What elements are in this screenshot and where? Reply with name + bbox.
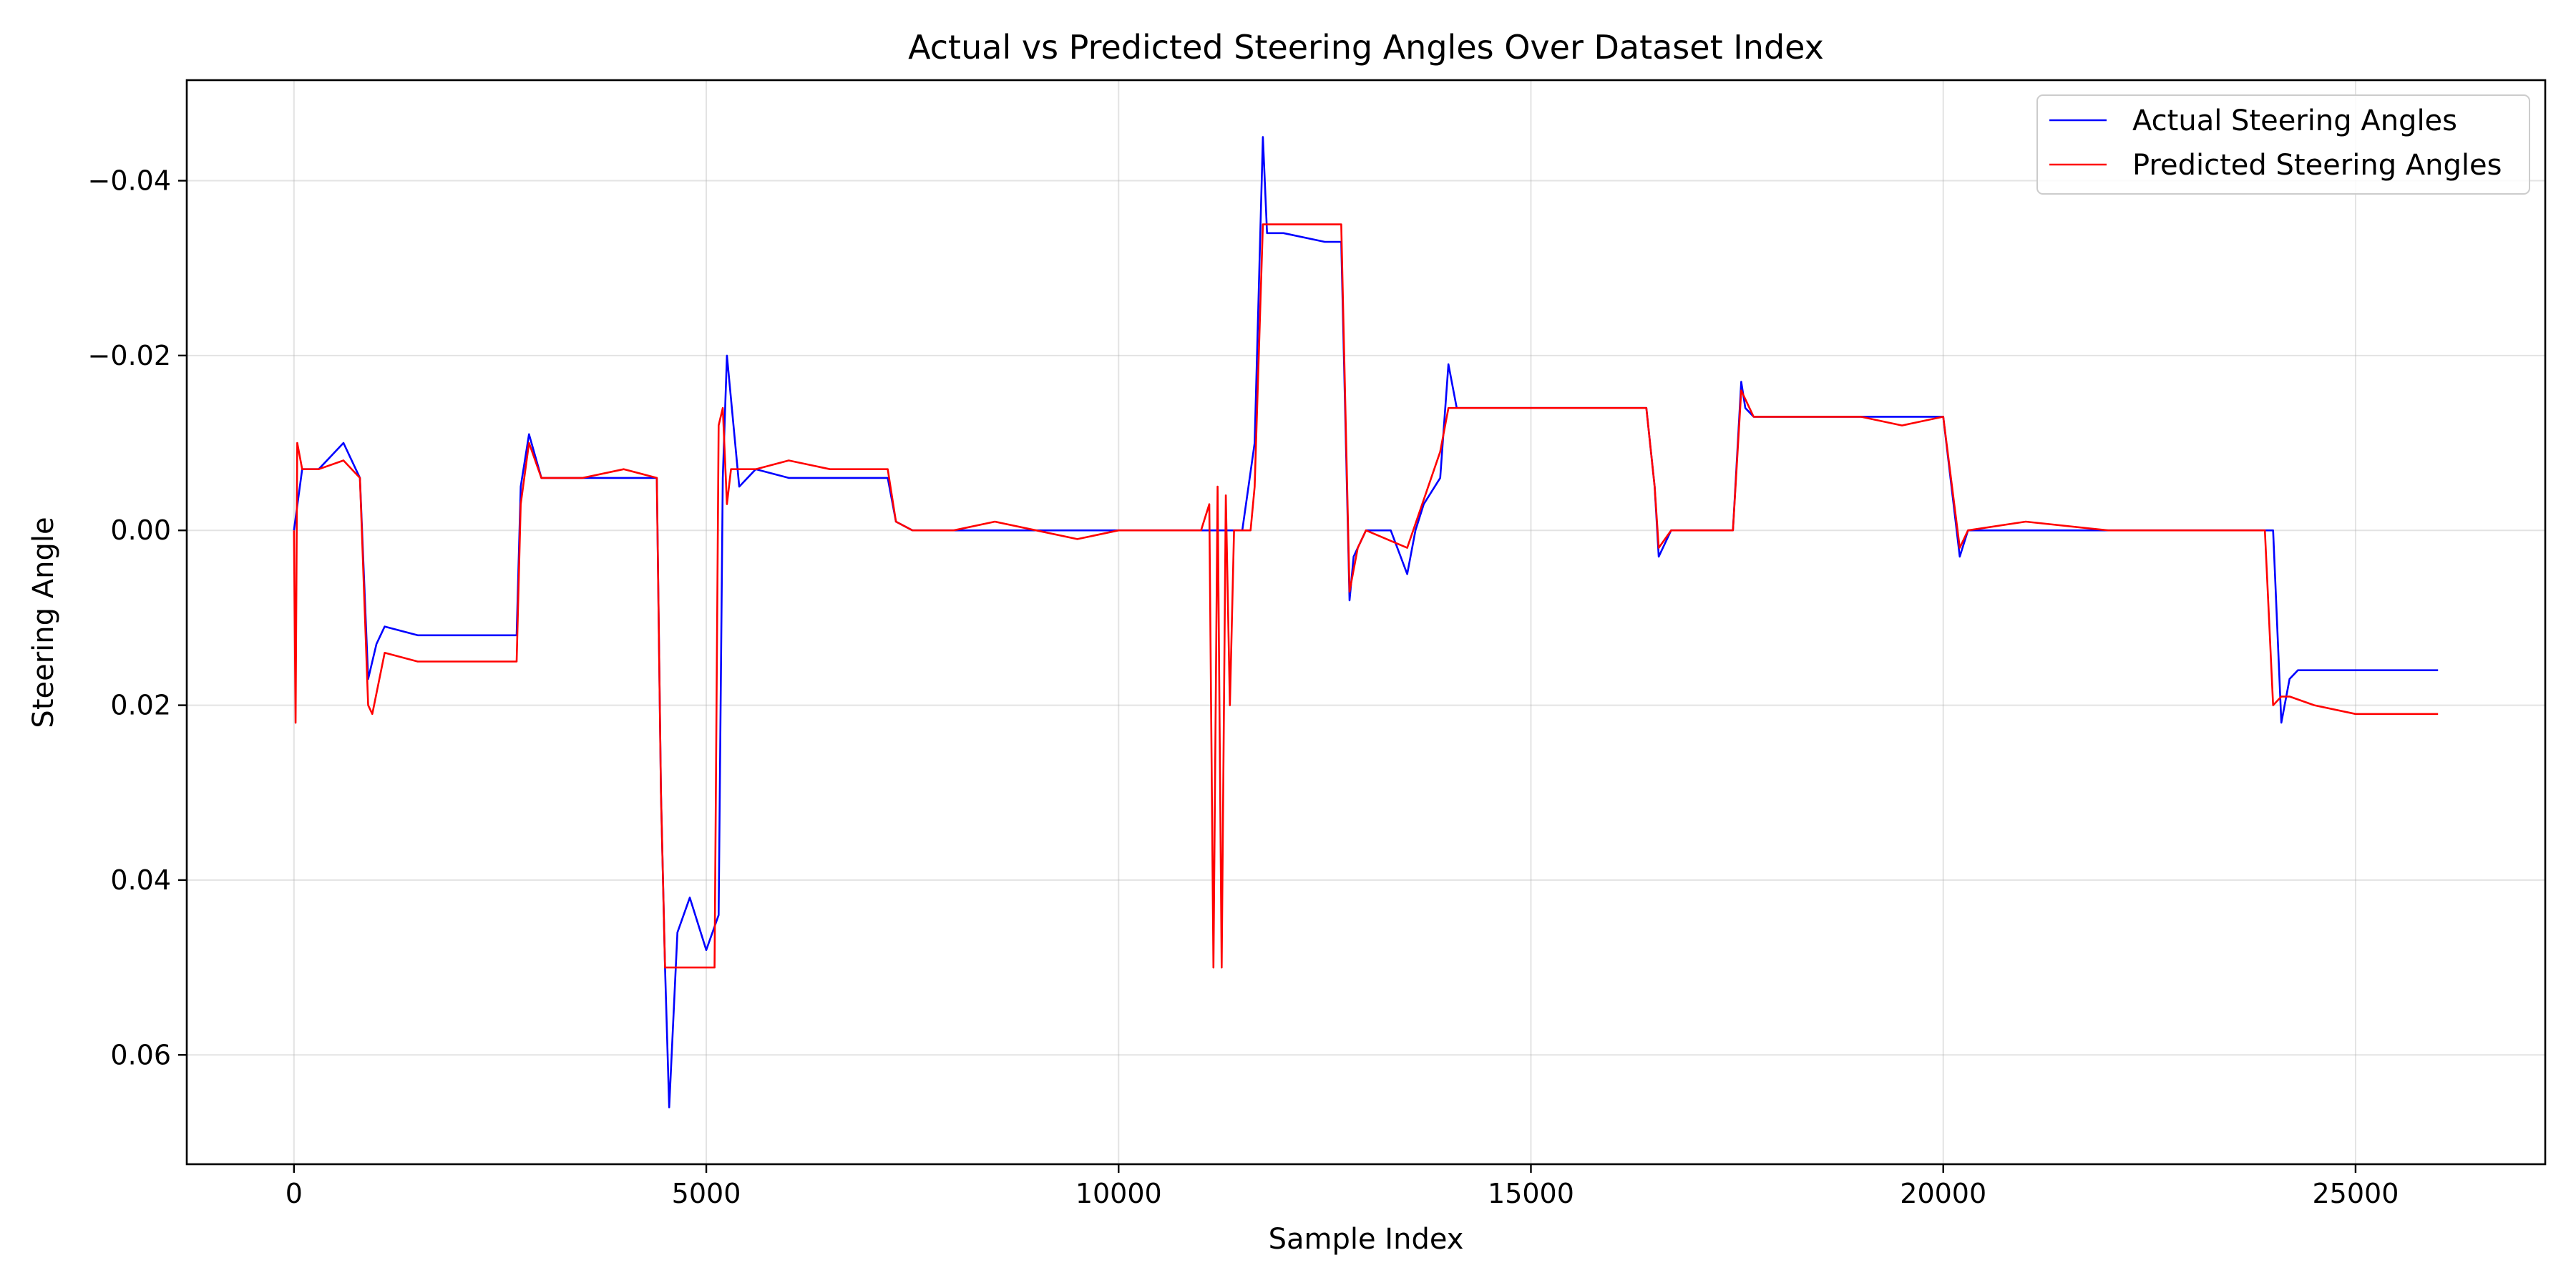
- legend-label-actual: Actual Steering Angles: [2132, 104, 2457, 137]
- plot-frame: [185, 79, 2547, 1166]
- x-tick-label: 5000: [672, 1178, 741, 1209]
- x-tick-label: 25000: [2312, 1178, 2399, 1209]
- legend-box: [2036, 94, 2530, 195]
- legend: Actual Steering Angles Predicted Steerin…: [2036, 94, 2530, 195]
- y-tick-label: 0.02: [110, 690, 171, 721]
- series-lines: [293, 136, 2439, 1108]
- y-tick-label: 0.00: [110, 514, 171, 546]
- legend-label-predicted: Predicted Steering Angles: [2132, 149, 2502, 182]
- y-tick-label: −0.04: [88, 165, 171, 197]
- x-axis-title: Sample Index: [1269, 1223, 1464, 1256]
- x-tick-label: 15000: [1488, 1178, 1574, 1209]
- axis-ticks: 0 5000 10000 15000 20000 25000 −0.04 −0.02 0.00 0…: [88, 165, 2399, 1209]
- y-tick-label: −0.02: [88, 340, 171, 371]
- x-tick-label: 0: [286, 1178, 303, 1209]
- y-tick-label: 0.04: [110, 864, 171, 896]
- x-tick-label: 10000: [1075, 1178, 1162, 1209]
- predicted-steering-line: [293, 223, 2439, 969]
- chart-title: Actual vs Predicted Steering Angles Over…: [908, 28, 1824, 67]
- y-tick-label: 0.06: [110, 1039, 171, 1070]
- x-tick-label: 20000: [1900, 1178, 1986, 1209]
- y-axis-title: Steering Angle: [27, 517, 60, 728]
